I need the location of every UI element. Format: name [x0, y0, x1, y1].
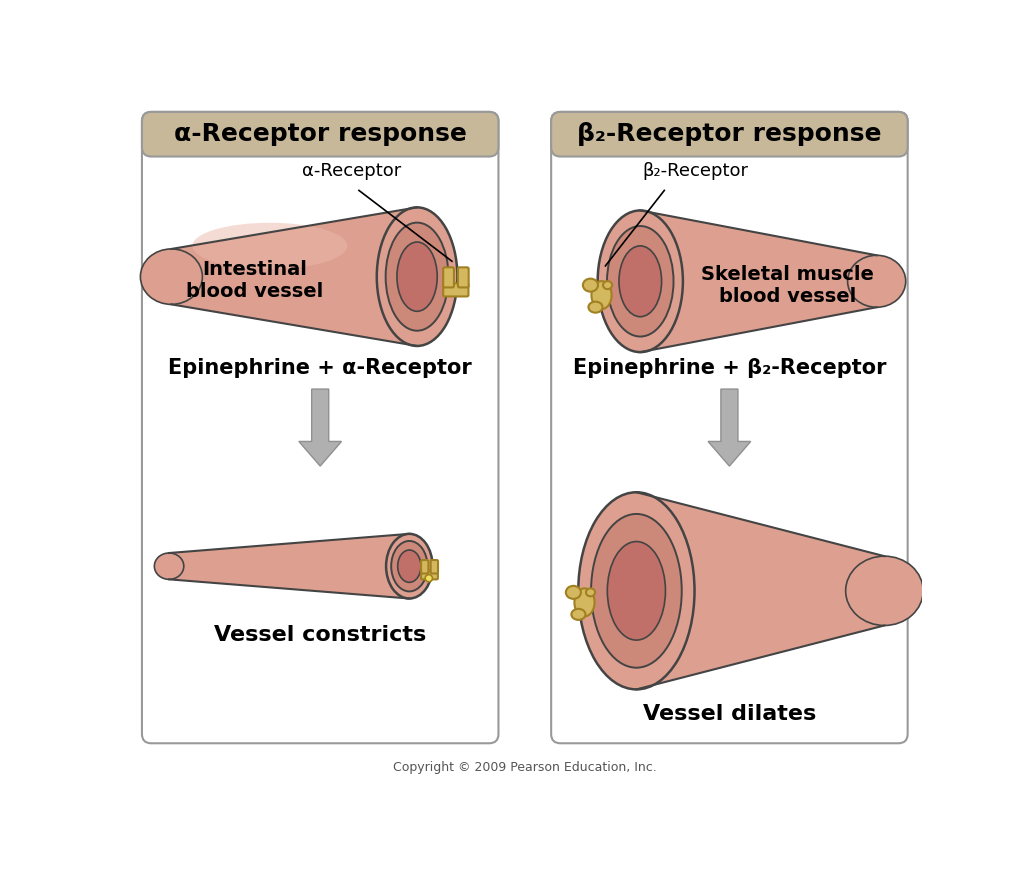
Ellipse shape: [155, 553, 183, 580]
FancyBboxPatch shape: [431, 560, 438, 574]
Ellipse shape: [140, 249, 203, 304]
Ellipse shape: [566, 586, 581, 599]
Text: Vessel constricts: Vessel constricts: [214, 626, 426, 646]
Ellipse shape: [848, 255, 905, 307]
FancyBboxPatch shape: [551, 112, 907, 744]
Text: Epinephrine + β₂-Receptor: Epinephrine + β₂-Receptor: [572, 358, 886, 378]
FancyBboxPatch shape: [443, 284, 468, 296]
Text: Skeletal muscle
blood vessel: Skeletal muscle blood vessel: [701, 264, 873, 306]
FancyBboxPatch shape: [142, 112, 499, 744]
Ellipse shape: [603, 281, 612, 289]
FancyBboxPatch shape: [458, 267, 469, 287]
Ellipse shape: [391, 541, 427, 591]
Ellipse shape: [598, 211, 683, 352]
Ellipse shape: [386, 223, 449, 330]
FancyBboxPatch shape: [142, 112, 499, 157]
Polygon shape: [169, 534, 410, 598]
Ellipse shape: [592, 281, 611, 309]
Polygon shape: [636, 492, 885, 689]
Ellipse shape: [607, 542, 666, 640]
Text: Vessel dilates: Vessel dilates: [643, 704, 816, 724]
FancyArrow shape: [299, 389, 342, 466]
FancyBboxPatch shape: [421, 571, 438, 580]
Ellipse shape: [579, 492, 694, 689]
Ellipse shape: [574, 589, 595, 617]
Ellipse shape: [377, 207, 458, 346]
FancyArrow shape: [708, 389, 751, 466]
Ellipse shape: [397, 550, 421, 582]
FancyBboxPatch shape: [421, 560, 428, 574]
Text: β₂-Receptor: β₂-Receptor: [643, 161, 749, 180]
Polygon shape: [171, 207, 417, 346]
Ellipse shape: [618, 246, 662, 316]
Ellipse shape: [397, 242, 437, 311]
FancyBboxPatch shape: [551, 112, 907, 157]
Ellipse shape: [193, 223, 347, 269]
Ellipse shape: [591, 514, 682, 668]
Ellipse shape: [425, 574, 432, 581]
Ellipse shape: [589, 301, 602, 313]
Ellipse shape: [583, 278, 598, 292]
Text: α-Receptor response: α-Receptor response: [174, 122, 467, 146]
Polygon shape: [640, 211, 877, 352]
Text: β₂-Receptor response: β₂-Receptor response: [578, 122, 882, 146]
Text: Copyright © 2009 Pearson Education, Inc.: Copyright © 2009 Pearson Education, Inc.: [393, 761, 656, 774]
Ellipse shape: [386, 534, 432, 598]
Ellipse shape: [607, 226, 674, 337]
Text: α-Receptor: α-Receptor: [302, 161, 400, 180]
Ellipse shape: [586, 589, 595, 596]
Ellipse shape: [846, 556, 924, 626]
FancyBboxPatch shape: [443, 267, 454, 287]
Ellipse shape: [571, 609, 586, 620]
Text: Intestinal
blood vessel: Intestinal blood vessel: [185, 260, 323, 301]
Text: Epinephrine + α-Receptor: Epinephrine + α-Receptor: [168, 358, 472, 378]
